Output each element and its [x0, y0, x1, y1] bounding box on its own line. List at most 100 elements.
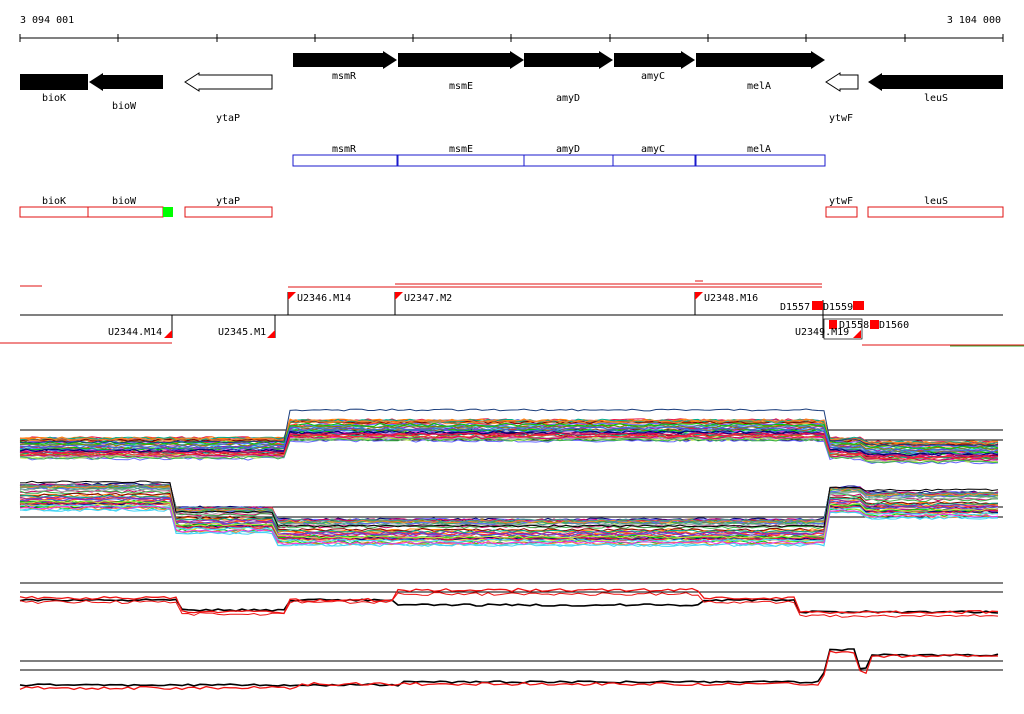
- operon-box-amyD[interactable]: [523, 154, 614, 167]
- gene-label-melA: melA: [747, 81, 771, 92]
- operon-label-bioK: bioK: [42, 196, 66, 207]
- operon-box-melA[interactable]: [695, 154, 826, 167]
- ruler-start-label: 3 094 001: [20, 15, 74, 26]
- segment-box-marker[interactable]: [812, 301, 823, 310]
- segment-end-marker[interactable]: [267, 330, 275, 338]
- segment-box-marker[interactable]: [870, 320, 879, 329]
- operon-box-ytwF[interactable]: [825, 206, 858, 218]
- gene-arrow-amyC[interactable]: [614, 51, 695, 69]
- summary-profile-lower-strand: [19, 648, 1003, 691]
- expression-trace: [19, 504, 999, 543]
- operon-track-red: bioK bioW ytaP ytwF leuS: [19, 196, 1004, 218]
- gene-label-bioK: bioK: [42, 93, 66, 104]
- operon-box-bioK[interactable]: [19, 206, 89, 218]
- expression-trace: [19, 484, 999, 524]
- expression-trace: [19, 492, 999, 532]
- gene-label-leuS: leuS: [924, 93, 948, 104]
- segment-label-U2345: U2345.M1: [218, 327, 266, 338]
- gene-arrow-leuS[interactable]: [868, 73, 1003, 91]
- segment-label-U2347: U2347.M2: [404, 293, 452, 304]
- gene-arrow-msmR[interactable]: [293, 51, 397, 69]
- summary-profile-upper-strand: [19, 582, 1003, 618]
- operon-box-bioW[interactable]: [87, 206, 164, 218]
- expression-trace: [20, 499, 999, 539]
- operon-label-amyD: amyD: [556, 144, 580, 155]
- gene-arrow-ytwF[interactable]: [825, 72, 859, 92]
- segment-start-marker[interactable]: [395, 292, 403, 300]
- expression-trace: [19, 426, 999, 453]
- operon-track-blue: msmR msmE amyD amyC melA: [292, 144, 826, 167]
- operon-label-leuS: leuS: [924, 196, 948, 207]
- segment-box-marker[interactable]: [829, 320, 837, 329]
- expression-trace: [19, 505, 999, 545]
- segment-label-U2348: U2348.M16: [704, 293, 758, 304]
- gene-arrow-bioK[interactable]: [20, 74, 88, 90]
- operon-box-amyC[interactable]: [612, 154, 696, 167]
- expression-trace: [19, 437, 999, 464]
- segment-box-marker[interactable]: [853, 301, 864, 310]
- segment-label-D1559: D1559: [823, 302, 853, 313]
- expression-trace: [19, 419, 998, 445]
- operon-label-melA: melA: [747, 144, 771, 155]
- segment-end-marker[interactable]: [164, 330, 172, 338]
- expression-trace: [19, 592, 999, 618]
- operon-label-msmR: msmR: [332, 144, 357, 155]
- segment-label-D1558: D1558: [839, 320, 869, 331]
- coordinate-ruler: 3 094 001 3 104 000: [19, 15, 1004, 42]
- segment-label-U2346: U2346.M14: [297, 293, 351, 304]
- segment-label-D1557: D1557: [780, 302, 810, 313]
- expression-trace: [19, 432, 999, 459]
- expression-trace: [19, 430, 999, 457]
- expression-trace: [19, 494, 999, 534]
- segment-label-D1560: D1560: [879, 320, 909, 331]
- segment-end-marker[interactable]: [853, 330, 861, 338]
- expression-trace: [19, 650, 999, 691]
- gene-arrow-amyD[interactable]: [524, 51, 613, 69]
- expression-trace: [19, 598, 999, 614]
- operon-box-leuS[interactable]: [867, 206, 1004, 218]
- expression-trace: [19, 496, 999, 535]
- operon-box-msmE[interactable]: [397, 154, 525, 167]
- expression-trace: [19, 480, 999, 528]
- operon-box-msmR[interactable]: [292, 154, 398, 167]
- gene-arrow-track: bioK bioW ytaP msmR msmE amyD amyC melA …: [20, 51, 1003, 124]
- expression-trace: [19, 499, 999, 539]
- gene-label-amyC: amyC: [641, 71, 665, 82]
- expression-trace: [19, 507, 999, 547]
- gene-label-msmR: msmR: [332, 71, 357, 82]
- segment-start-marker[interactable]: [695, 292, 703, 300]
- expression-profile-lower-strand: [19, 480, 1003, 547]
- operon-label-amyC: amyC: [641, 144, 665, 155]
- gene-label-ytwF: ytwF: [829, 113, 853, 124]
- expression-trace: [19, 648, 999, 687]
- gene-arrow-bioW[interactable]: [89, 73, 163, 91]
- gene-arrow-melA[interactable]: [696, 51, 825, 69]
- expression-trace: [19, 587, 999, 615]
- ruler-end-label: 3 104 000: [947, 15, 1001, 26]
- operon-box-ytaP[interactable]: [184, 206, 273, 218]
- gene-label-amyD: amyD: [556, 93, 580, 104]
- operon-label-ytwF: ytwF: [829, 196, 853, 207]
- segment-bracket: [823, 318, 863, 340]
- expression-trace: [19, 424, 999, 451]
- expression-trace: [19, 408, 999, 447]
- gene-arrow-ytaP[interactable]: [184, 72, 273, 92]
- gene-arrow-msmE[interactable]: [398, 51, 524, 69]
- operon-label-ytaP: ytaP: [216, 196, 240, 207]
- expression-trace: [19, 424, 999, 451]
- expression-trace: [19, 497, 999, 537]
- expression-trace: [19, 430, 999, 457]
- segment-label-U2349: U2349.M19: [795, 327, 849, 338]
- expression-trace: [19, 435, 999, 462]
- operon-label-msmE: msmE: [449, 144, 473, 155]
- segment-start-marker[interactable]: [288, 292, 296, 300]
- segment-track: U2346.M14 U2347.M2 U2348.M16 D1557 D1559…: [0, 280, 1024, 347]
- expression-trace: [19, 429, 999, 456]
- terminator-marker-green[interactable]: [163, 207, 173, 217]
- operon-label-bioW: bioW: [112, 196, 137, 207]
- gene-label-msmE: msmE: [449, 81, 473, 92]
- expression-profile-upper-strand: [19, 408, 1003, 465]
- segment-label-U2344: U2344.M14: [108, 327, 162, 338]
- gene-label-bioW: bioW: [112, 101, 137, 112]
